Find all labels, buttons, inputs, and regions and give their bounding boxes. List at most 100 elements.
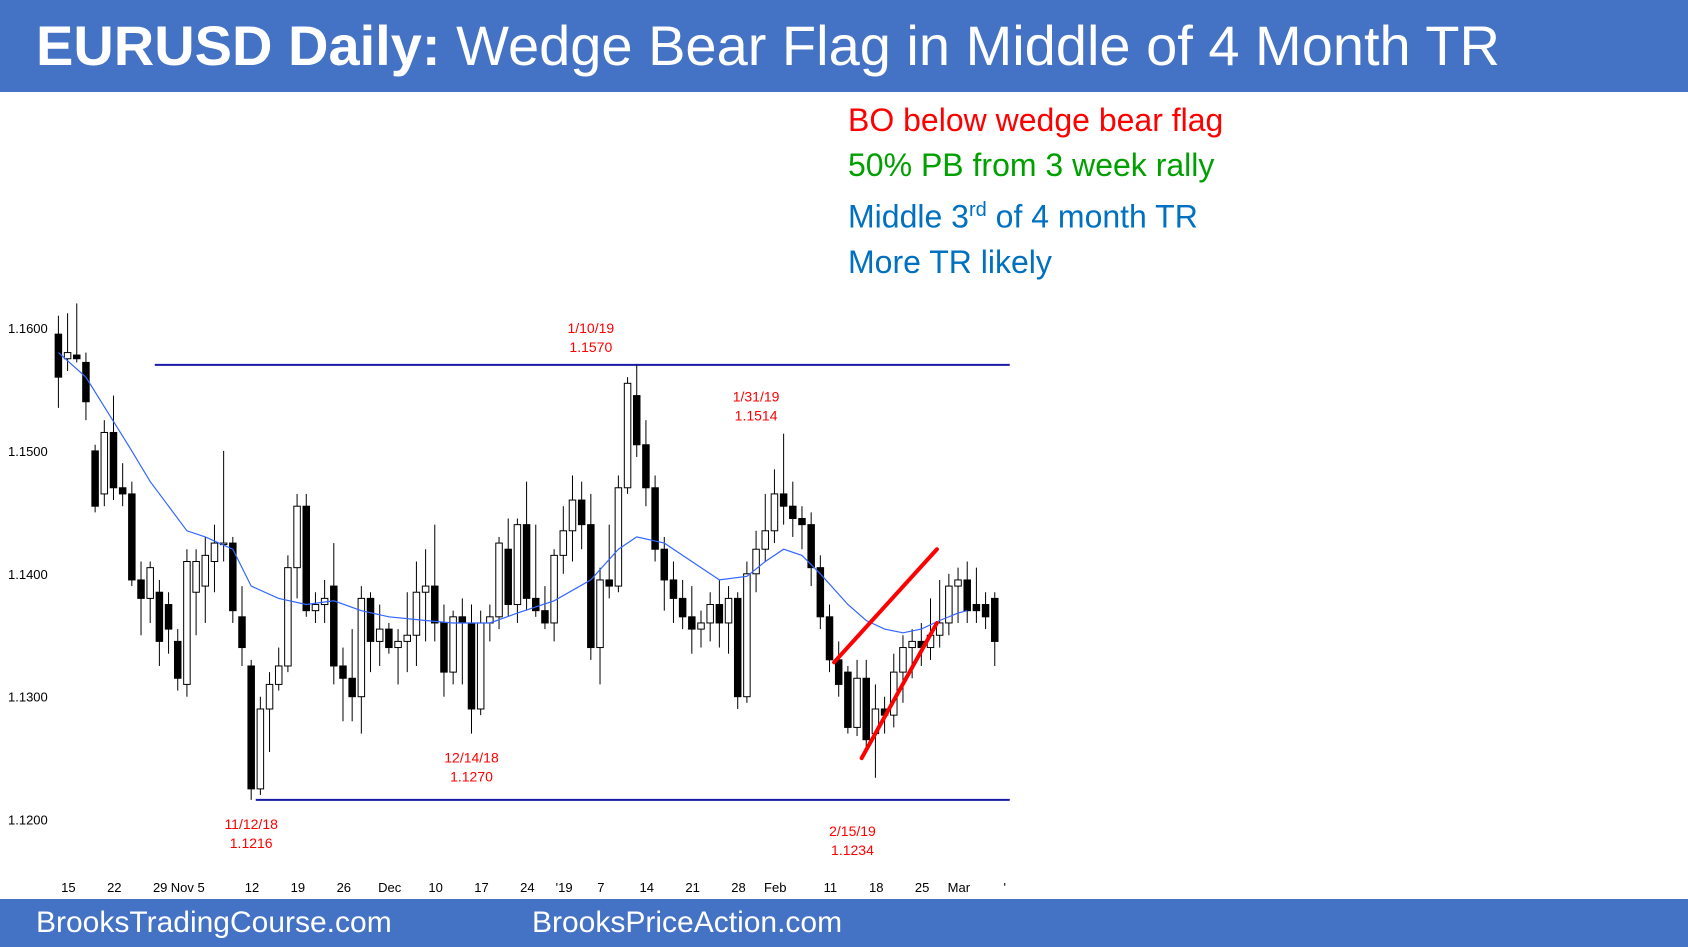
candle-body [991, 597, 999, 642]
x-tick-label: '19 [556, 880, 573, 895]
annotation-price: 1.1216 [230, 835, 273, 851]
candle-body [577, 499, 586, 526]
title-symbol: EURUSD Daily: [36, 14, 441, 77]
moving-average-line [57, 352, 968, 634]
candle-body [807, 524, 815, 569]
candle-body [972, 604, 981, 612]
candle-body [330, 585, 338, 667]
candle-body [210, 542, 219, 563]
candle-body [724, 597, 733, 624]
candle-body [311, 604, 320, 612]
annotation-price: 1.1234 [831, 842, 874, 858]
candle-body [862, 677, 870, 741]
candle-body [697, 622, 705, 630]
x-tick-label: 21 [685, 880, 699, 895]
candle-body [164, 604, 173, 630]
candle-body [274, 665, 283, 685]
candle-body [935, 622, 944, 636]
candle-body [238, 616, 246, 649]
candle-body [770, 493, 779, 532]
candle-body [614, 487, 623, 587]
candle-body [247, 665, 255, 790]
candle-body [945, 585, 953, 624]
y-tick-label: 1.1500 [8, 444, 48, 459]
candle-body [302, 505, 311, 612]
annotation-date: 12/14/18 [444, 750, 499, 766]
x-tick-label: 28 [731, 880, 745, 895]
candle-body [899, 647, 907, 673]
candle-body [651, 487, 659, 550]
candle-body [522, 524, 531, 599]
candle-body [366, 597, 375, 642]
candle-body [421, 585, 430, 593]
candle-body [853, 677, 861, 728]
candle-body [963, 579, 971, 612]
candle-body [348, 677, 356, 698]
footer-link-trading-course[interactable]: BrooksTradingCourse.com [36, 906, 392, 939]
candle-body [385, 628, 393, 649]
candle-body [155, 591, 164, 642]
candle-body [265, 683, 274, 710]
candle-body [568, 499, 577, 532]
candle-body [761, 530, 770, 550]
x-tick-label: 29 [153, 880, 167, 895]
wedge-line [859, 620, 939, 761]
candle-body [669, 579, 678, 599]
x-tick-label: Mar [948, 880, 971, 895]
candle-body [173, 640, 182, 679]
candle-body [706, 604, 714, 624]
candle-body [495, 542, 503, 618]
candle-body [981, 604, 990, 618]
candle-body [798, 517, 806, 526]
candle-body [118, 487, 127, 495]
x-tick-label: 17 [474, 880, 488, 895]
candle-body [100, 431, 109, 495]
note-breakout: BO below wedge bear flag [848, 102, 1224, 138]
candle-body [412, 591, 421, 636]
candle-body [458, 616, 467, 624]
x-tick-label: 25 [915, 880, 929, 895]
candle-body [605, 579, 613, 587]
note-tr-text-after: of 4 month TR [986, 198, 1198, 235]
candle-body [532, 597, 540, 612]
candle-body [642, 444, 650, 489]
candle-body [183, 561, 191, 685]
candle-body [733, 597, 742, 698]
candle-body [844, 671, 852, 728]
candle-body [54, 333, 63, 378]
x-tick-label: ' [1004, 880, 1006, 895]
wedge-line [832, 547, 939, 665]
candle-body [623, 382, 632, 489]
candle-body [743, 573, 751, 698]
footer-link-price-action[interactable]: BrooksPriceAction.com [532, 906, 843, 939]
x-tick-label: 24 [520, 880, 534, 895]
x-tick-label: 15 [61, 880, 75, 895]
candle-body [550, 554, 558, 624]
annotation-date: 1/31/19 [733, 389, 780, 405]
candle-body [467, 622, 476, 710]
candle-body [63, 352, 72, 360]
x-tick-label: 11 [824, 880, 838, 895]
candle-body [954, 579, 962, 587]
x-tick-label: 22 [107, 880, 121, 895]
y-tick-label: 1.1200 [8, 813, 48, 828]
note-outlook: More TR likely [848, 243, 1052, 280]
candle-body [789, 505, 797, 519]
x-tick-label: 7 [597, 880, 604, 895]
candle-body [73, 354, 81, 360]
candle-body [632, 395, 641, 446]
x-tick-label: 19 [291, 880, 305, 895]
annotation-date: 11/12/18 [224, 816, 278, 832]
candle-body [825, 616, 834, 661]
note-pullback: 50% PB from 3 week rally [848, 147, 1215, 183]
candle-body [201, 554, 210, 587]
page-title: EURUSD Daily: Wedge Bear Flag in Middle … [36, 10, 1500, 82]
analysis-notes: BO below wedge bear flag 50% PB from 3 w… [848, 98, 1223, 285]
candle-body [192, 561, 200, 593]
candle-body [476, 622, 485, 710]
candle-body [752, 548, 760, 575]
candle-body [834, 659, 843, 685]
candle-body [256, 708, 265, 790]
candle-body [229, 542, 237, 612]
candle-body [375, 628, 384, 642]
